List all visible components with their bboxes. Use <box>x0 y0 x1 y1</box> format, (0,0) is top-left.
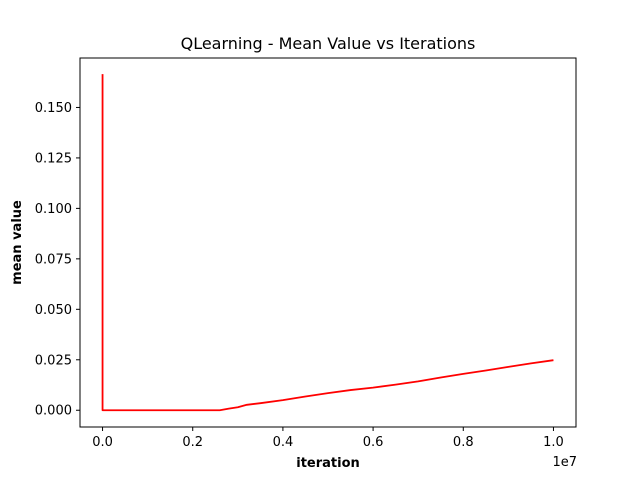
x-axis-ticks: 0.0 0.2 0.4 0.6 0.8 1.0 <box>92 427 564 450</box>
plot-layer <box>101 74 554 412</box>
x-tick-label: 0.8 <box>453 435 474 450</box>
series-line-0 <box>101 74 554 412</box>
y-tick-label: 0.050 <box>35 303 72 318</box>
x-tick-label: 0.0 <box>92 435 113 450</box>
chart-title: QLearning - Mean Value vs Iterations <box>181 34 476 53</box>
y-tick-label: 0.125 <box>35 151 72 166</box>
plot-frame <box>79 57 577 428</box>
y-tick-label: 0.100 <box>35 202 72 217</box>
x-tick-label: 0.2 <box>182 435 203 450</box>
y-axis-title: mean value <box>10 200 25 285</box>
x-axis-offset-label: 1e7 <box>552 455 577 470</box>
y-axis-ticks: 0.000 0.025 0.050 0.075 0.100 0.125 0.150 <box>35 101 80 419</box>
y-tick-label: 0.150 <box>35 101 72 116</box>
x-tick-label: 1.0 <box>543 435 564 450</box>
y-tick-label: 0.025 <box>35 353 72 368</box>
y-tick-label: 0.000 <box>35 404 72 419</box>
x-axis-title: iteration <box>296 456 360 471</box>
y-tick-label: 0.075 <box>35 252 72 267</box>
x-tick-label: 0.6 <box>363 435 384 450</box>
x-tick-label: 0.4 <box>273 435 294 450</box>
